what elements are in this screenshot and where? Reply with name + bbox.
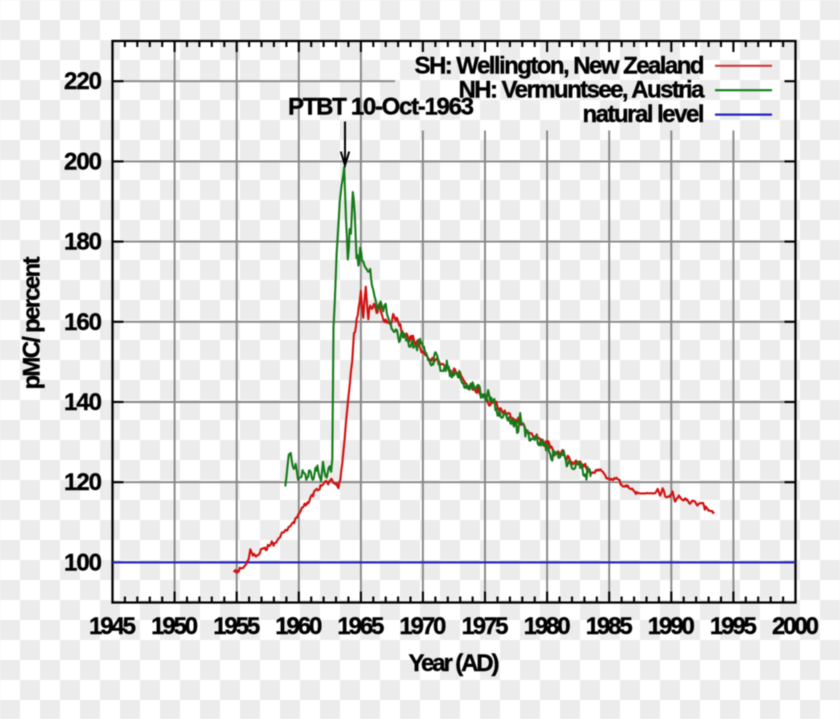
- svg-text:1950: 1950: [151, 613, 198, 640]
- svg-text:100: 100: [64, 549, 102, 576]
- svg-text:1945: 1945: [89, 613, 136, 640]
- svg-text:160: 160: [64, 309, 102, 336]
- svg-text:1985: 1985: [586, 613, 633, 640]
- svg-text:pMC/ percent: pMC/ percent: [19, 257, 46, 390]
- svg-text:200: 200: [64, 148, 102, 175]
- svg-text:220: 220: [64, 68, 102, 95]
- svg-text:1955: 1955: [213, 613, 260, 640]
- svg-text:1990: 1990: [648, 613, 695, 640]
- svg-text:140: 140: [64, 389, 102, 416]
- svg-text:1960: 1960: [275, 613, 322, 640]
- svg-text:120: 120: [64, 469, 102, 496]
- svg-text:natural level: natural level: [583, 101, 705, 128]
- svg-text:PTBT 10-Oct-1963: PTBT 10-Oct-1963: [288, 93, 474, 120]
- svg-text:2000: 2000: [772, 613, 819, 640]
- svg-text:1975: 1975: [462, 613, 509, 640]
- svg-text:NH: Vermuntsee, Austria: NH: Vermuntsee, Austria: [459, 77, 706, 104]
- svg-text:1995: 1995: [710, 613, 757, 640]
- svg-text:1965: 1965: [337, 613, 384, 640]
- svg-text:1970: 1970: [399, 613, 446, 640]
- svg-text:1980: 1980: [524, 613, 571, 640]
- svg-text:180: 180: [64, 229, 102, 256]
- svg-text:Year (AD): Year (AD): [409, 650, 500, 677]
- svg-text:SH: Wellington, New Zealand: SH: Wellington, New Zealand: [415, 52, 705, 79]
